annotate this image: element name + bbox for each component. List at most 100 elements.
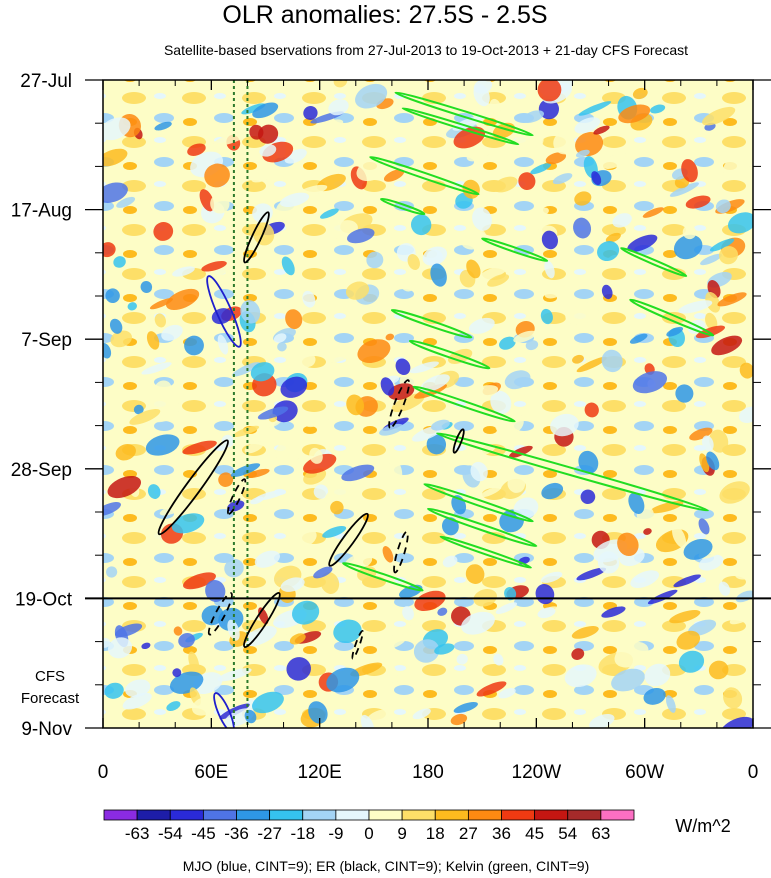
field-blob: [709, 238, 735, 252]
kelvin-contour: [401, 107, 520, 146]
kelvin-contour: [342, 561, 424, 592]
kelvin-contour: [394, 91, 534, 137]
field-blob: [711, 335, 743, 356]
field-blob: [472, 207, 492, 231]
axes: 0 60E 120E 180 120W 60W 0 27-Jul 17-Aug 7-Sep 28-S…: [11, 71, 771, 783]
field-blob: [378, 634, 407, 650]
field-blob: [513, 330, 537, 343]
field-blob: [739, 362, 753, 379]
kelvin-contour: [412, 385, 516, 423]
field-blob: [379, 423, 404, 436]
field-blob: [695, 325, 726, 339]
field-blob: [205, 263, 232, 278]
field-blob: [437, 607, 448, 616]
er-contour: [351, 629, 364, 660]
x-tick-label: 0: [748, 762, 759, 783]
field-blob: [473, 80, 493, 94]
colorbar-swatch: [269, 809, 304, 821]
field-blob: [719, 246, 738, 265]
field-blob: [328, 349, 357, 363]
field-blob: [414, 590, 446, 612]
field-blob: [571, 648, 585, 660]
field-blob: [161, 324, 183, 341]
field-blob: [171, 513, 205, 534]
colorbar-swatch: [103, 809, 138, 821]
field-blob: [217, 334, 229, 355]
field-blob: [383, 169, 405, 182]
colorbar-swatch: [467, 809, 502, 821]
field-blob: [470, 461, 488, 482]
colorbar-tick-label: -54: [158, 824, 183, 843]
field-blob: [360, 714, 375, 728]
field-blob: [201, 261, 227, 272]
forecast-label-line-1: CFS: [35, 668, 65, 685]
field-blob: [400, 275, 417, 292]
colorbar-swatch: [136, 809, 171, 821]
field-blob: [702, 435, 714, 452]
field-blob: [564, 664, 597, 688]
field-blob: [630, 570, 660, 589]
y-tick-label: 7-Sep: [21, 330, 72, 351]
field-blob: [346, 394, 365, 416]
field-blob: [576, 356, 607, 373]
field-blob: [210, 193, 230, 214]
field-blob: [204, 163, 230, 188]
field-blob: [476, 264, 509, 282]
field-blob: [683, 538, 713, 560]
kelvin-contour: [380, 197, 426, 216]
field-blob: [685, 195, 711, 209]
colorbar-tick-label: 45: [525, 824, 544, 843]
field-blob: [172, 668, 182, 678]
field-blob: [302, 290, 316, 308]
field-blob: [629, 333, 648, 344]
field-blob: [280, 376, 308, 398]
field-blob: [715, 199, 731, 214]
field-blob: [544, 260, 555, 279]
x-tick-label: 120W: [512, 762, 562, 783]
x-tick-label: 120E: [297, 762, 341, 783]
field-blob: [647, 589, 678, 605]
field-blob: [382, 546, 394, 563]
field-blob: [456, 653, 468, 665]
field-blob: [154, 121, 172, 131]
er-contour: [243, 211, 270, 264]
field-blob: [395, 358, 411, 376]
field-blob: [291, 600, 320, 625]
field-blob: [114, 623, 143, 638]
colorbar-tick-label: 18: [426, 824, 445, 843]
field-blob: [140, 280, 153, 294]
field-blob: [401, 624, 424, 641]
field-blob: [706, 451, 720, 471]
field-blob: [487, 274, 510, 287]
colorbar-swatch: [368, 809, 403, 821]
x-tick-label: 180: [412, 762, 444, 783]
field-blob: [673, 234, 703, 260]
field-blob: [705, 312, 718, 331]
field-blob: [550, 413, 579, 437]
field-blob: [191, 696, 217, 716]
field-blob: [669, 182, 699, 197]
field-blob: [591, 171, 602, 186]
field-blob: [430, 263, 447, 287]
field-blob: [173, 626, 183, 636]
field-blob: [274, 715, 292, 728]
field-blob: [159, 502, 188, 516]
colorbar-tick-label: 63: [591, 824, 610, 843]
field-blob: [719, 481, 750, 504]
field-blob: [103, 502, 121, 516]
field-blob: [717, 292, 747, 307]
field-blob: [230, 463, 261, 477]
field-blob: [333, 80, 348, 88]
field-blob: [328, 99, 349, 116]
field-blob: [681, 159, 698, 183]
field-blob: [385, 333, 395, 341]
er-contour: [243, 592, 281, 648]
colorbar-swatch: [434, 809, 469, 821]
field-blob: [109, 318, 123, 334]
forecast-label-line-2: Forecast: [21, 690, 80, 707]
field-blob: [184, 335, 204, 356]
field-blob: [513, 497, 539, 519]
field-blob: [522, 110, 545, 123]
colorbar-swatch: [202, 809, 237, 821]
field-blob: [643, 687, 666, 705]
